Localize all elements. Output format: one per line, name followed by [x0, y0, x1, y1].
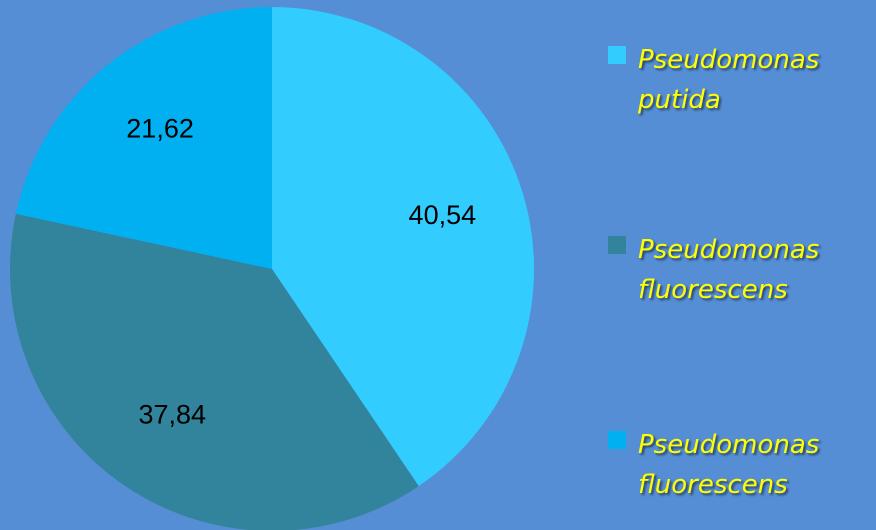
pie-slice-putida: [272, 7, 534, 487]
legend-label-putida: Pseudomonas putida: [638, 40, 819, 120]
legend-label-fluorescens-1: Pseudomonas fluorescens: [638, 230, 819, 310]
legend-label-line2: fluorescens: [638, 275, 788, 305]
data-label-fluorescens-2: 21,62: [126, 114, 194, 144]
pie-slice-fluorescens-1: [10, 213, 419, 530]
legend-swatch-fluorescens-1: [608, 236, 626, 254]
legend-label-line1: Pseudomonas: [638, 45, 820, 75]
data-label-fluorescens-1: 37,84: [138, 400, 206, 430]
legend-swatch-fluorescens-2: [608, 431, 626, 449]
legend-label-line1: Pseudomonas: [638, 235, 820, 265]
legend-label-fluorescens-2: Pseudomonas fluorescens: [638, 425, 819, 505]
legend-swatch-putida: [608, 46, 626, 64]
legend-label-line2: fluorescens: [638, 470, 788, 500]
pie-slice-fluorescens-2: [15, 7, 273, 269]
pie-chart: 40,54 37,84 21,62: [10, 7, 534, 530]
legend-label-line1: Pseudomonas: [638, 430, 820, 460]
legend: Pseudomonas putida Pseudomonas fluoresce…: [608, 0, 876, 530]
data-label-putida: 40,54: [409, 200, 477, 230]
legend-label-line2: putida: [638, 85, 721, 115]
